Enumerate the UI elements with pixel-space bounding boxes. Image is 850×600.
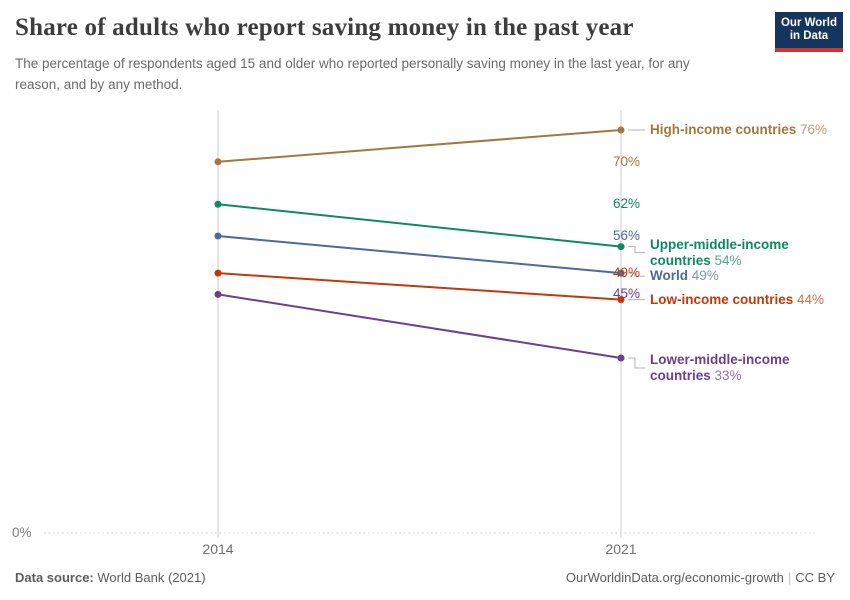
label-connector-world (628, 272, 645, 277)
data-source-label: Data source: (15, 569, 94, 585)
x-axis-tick-2021: 2021 (605, 541, 637, 557)
series-line-upper-middle-income-countries[interactable] (217, 203, 622, 248)
label-connector-lower-middle-income-countries (628, 357, 645, 369)
chart-title: Share of adults who report saving money … (15, 14, 634, 41)
y-axis-zero-label: 0% (12, 525, 32, 540)
start-dot-world[interactable] (214, 232, 222, 240)
chart-subtitle: The percentage of respondents aged 15 an… (15, 56, 690, 92)
data-source-value: World Bank (2021) (97, 569, 206, 585)
footer-separator: | (787, 569, 792, 585)
series-line-high-income-countries[interactable] (217, 128, 622, 163)
series-line-low-income-countries[interactable] (217, 272, 622, 301)
owid-logo-line2: in Data (789, 30, 829, 42)
series-line-world[interactable] (217, 235, 622, 275)
end-dot-world[interactable] (617, 269, 625, 277)
series-label-upper-middle-income-countries[interactable]: Upper-middle-income countries 54% (650, 236, 789, 268)
series-label-low-income-countries[interactable]: Low-income countries 44% (650, 291, 825, 307)
chart-footer: Data source: World Bank (2021) OurWorldi… (15, 566, 835, 588)
start-dot-upper-middle-income-countries[interactable] (214, 200, 222, 208)
license-note: OurWorldinData.org/economic-growth | CC BY (566, 570, 835, 585)
series-label-world[interactable]: World 49% (650, 268, 719, 284)
end-dot-low-income-countries[interactable] (617, 296, 625, 304)
owid-url-link[interactable]: OurWorldinData.org/economic-growth (565, 569, 784, 585)
series-label-lower-middle-income-countries[interactable]: Lower-middle-income countries 33% (650, 352, 790, 383)
start-dot-high-income-countries[interactable] (214, 158, 222, 166)
end-dot-lower-middle-income-countries[interactable] (617, 354, 625, 362)
data-source-note: Data source: World Bank (2021) (15, 570, 206, 585)
end-dot-upper-middle-income-countries[interactable] (617, 243, 625, 251)
owid-logo-line1: Our World (780, 16, 837, 29)
start-dot-low-income-countries[interactable] (214, 269, 222, 277)
start-dot-lower-middle-income-countries[interactable] (214, 290, 222, 298)
series-label-high-income-countries[interactable]: High-income countries 76% (650, 121, 828, 137)
owid-logo[interactable]: Our World in Data (775, 12, 843, 52)
end-dot-high-income-countries[interactable] (617, 126, 625, 134)
series-line-lower-middle-income-countries[interactable] (217, 293, 622, 359)
label-connector-upper-middle-income-countries (628, 246, 645, 254)
cc-by-link[interactable]: CC BY (795, 569, 835, 585)
x-axis-tick-2014: 2014 (202, 541, 234, 557)
